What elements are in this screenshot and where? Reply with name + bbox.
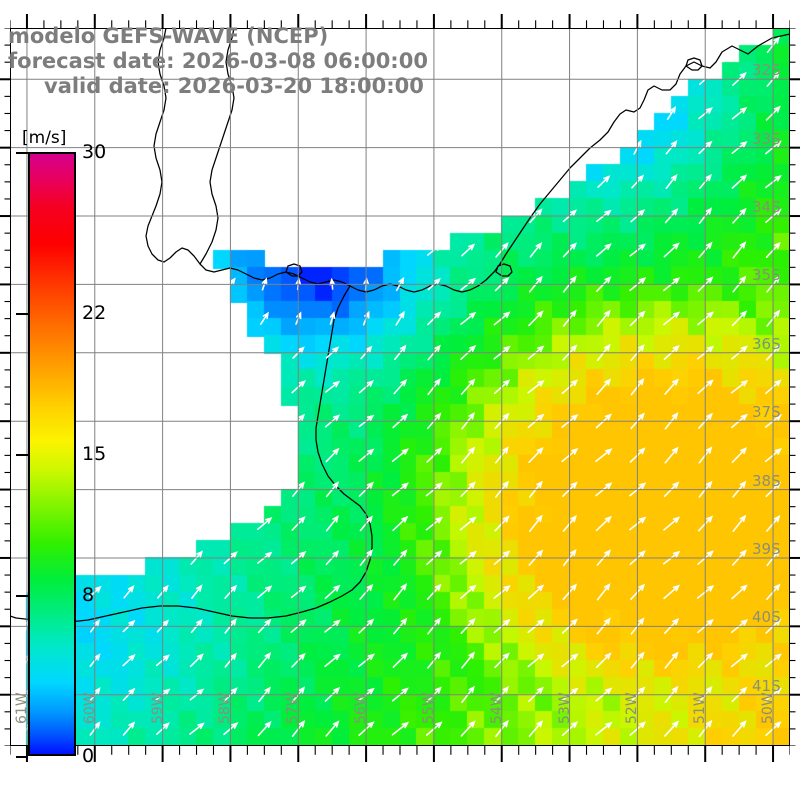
colorbar-tick-mark (16, 594, 28, 597)
colorbar-tick-label: 8 (82, 583, 95, 606)
colorbar-tick-mark (16, 152, 28, 154)
colorbar-tick-label: 30 (82, 141, 107, 163)
colorbar-tick-label: 0 (82, 745, 95, 767)
wind-speed-heatmap (10, 28, 790, 746)
colorbar-tick-mark (16, 313, 28, 315)
right-axis-ticks (790, 28, 800, 746)
colorbar-gradient (28, 152, 76, 756)
colorbar-tick-mark (16, 756, 28, 758)
colorbar-tick-label: 22 (82, 302, 107, 325)
map-plot-area[interactable] (10, 28, 790, 746)
colorbar[interactable]: 30 22 15 8 0 (16, 141, 106, 767)
bottom-axis-ticks (10, 746, 790, 762)
top-axis-ticks (10, 14, 790, 28)
colorbar-unit-label: [m/s] (22, 128, 67, 148)
colorbar-tick-label: 15 (82, 443, 107, 465)
left-axis-ticks (0, 28, 10, 746)
colorbar-tick-mark (16, 454, 28, 456)
